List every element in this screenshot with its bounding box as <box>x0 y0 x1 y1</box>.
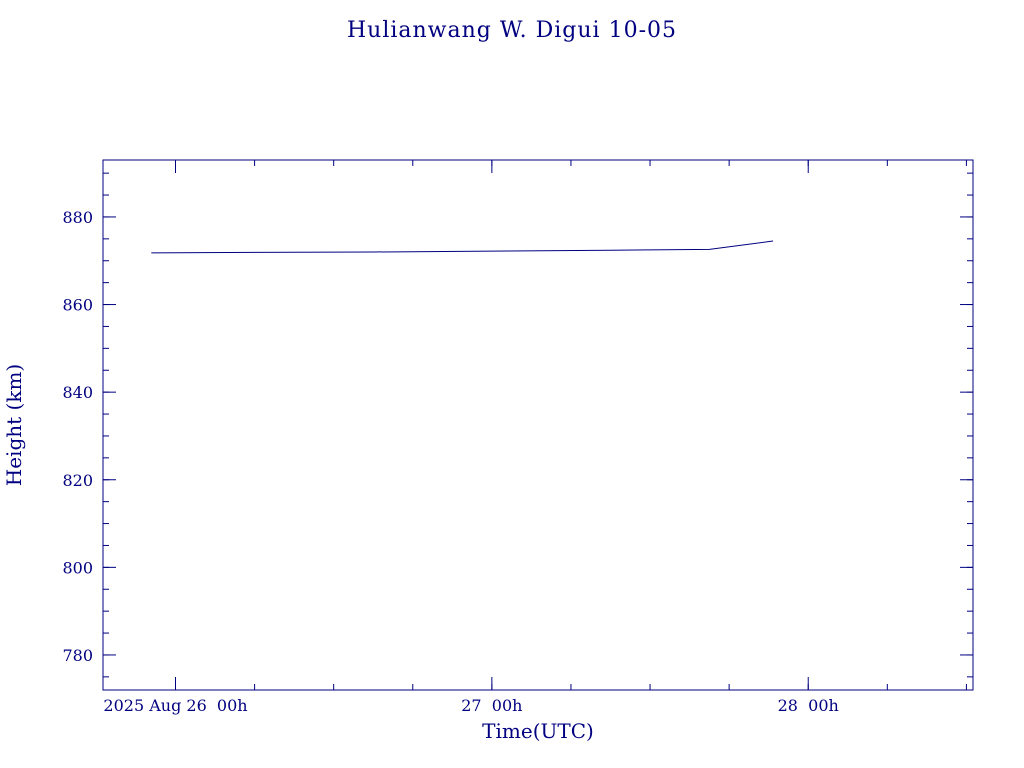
y-tick-label: 840 <box>62 383 93 402</box>
y-tick-label: 820 <box>62 471 93 490</box>
x-tick-label: 2025 Aug 26 00h <box>103 696 247 715</box>
x-axis-ticks <box>175 160 967 690</box>
plot-frame <box>102 159 974 691</box>
y-axis-tick-labels: 780 800 820 840 860 880 <box>62 208 93 665</box>
y-axis-title: Height (km) <box>2 364 26 486</box>
x-tick-label: 28 00h <box>778 696 839 715</box>
y-axis-ticks <box>103 172 973 678</box>
y-tick-label: 800 <box>62 558 93 577</box>
chart-title: Hulianwang W. Digui 10-05 <box>347 18 677 43</box>
series-line <box>151 240 774 254</box>
series-group <box>151 240 774 254</box>
x-axis-tick-labels: 2025 Aug 26 00h 27 00h 28 00h <box>103 696 838 715</box>
x-axis-title: Time(UTC) <box>482 719 594 743</box>
y-tick-label: 780 <box>62 646 93 665</box>
y-tick-label: 860 <box>62 296 93 315</box>
y-tick-label: 880 <box>62 208 93 227</box>
x-tick-label: 27 00h <box>461 696 522 715</box>
